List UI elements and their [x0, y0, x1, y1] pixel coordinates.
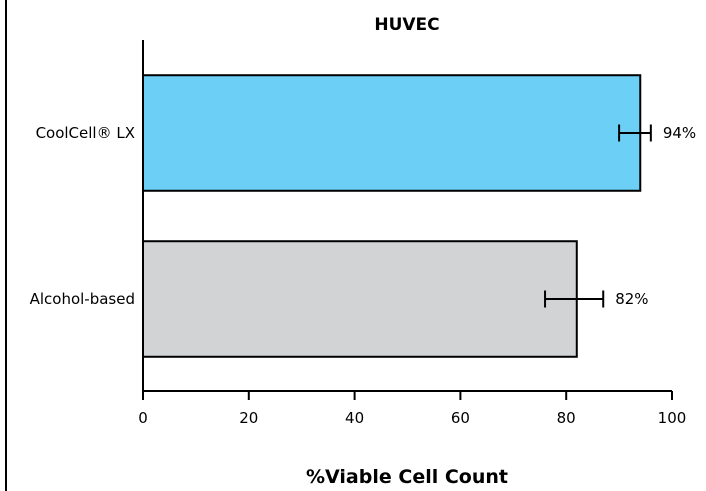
chart-title: HUVEC — [374, 15, 439, 35]
x-tick-label-20: 20 — [239, 409, 258, 427]
value-label-coolcell-lx: 94% — [663, 124, 696, 142]
x-tick-label-80: 80 — [557, 409, 576, 427]
x-axis-title: %Viable Cell Count — [306, 466, 508, 488]
x-tick-label-100: 100 — [658, 409, 687, 427]
category-label-alcohol-based: Alcohol-based — [30, 290, 135, 308]
value-label-alcohol-based: 82% — [615, 290, 648, 308]
bars-layer — [142, 74, 642, 358]
x-tick-label-0: 0 — [138, 409, 148, 427]
labels-layer: 94% CoolCell® LX 82% Alcohol-based — [30, 124, 697, 308]
bar-alcohol-based — [142, 240, 578, 358]
x-tick-label-40: 40 — [345, 409, 364, 427]
category-label-coolcell-lx: CoolCell® LX — [36, 124, 135, 142]
axes-layer: 0 20 40 60 80 100 — [138, 40, 686, 427]
error-bars-layer — [544, 124, 652, 308]
x-tick-label-60: 60 — [451, 409, 470, 427]
bar-coolcell-lx — [142, 74, 642, 192]
